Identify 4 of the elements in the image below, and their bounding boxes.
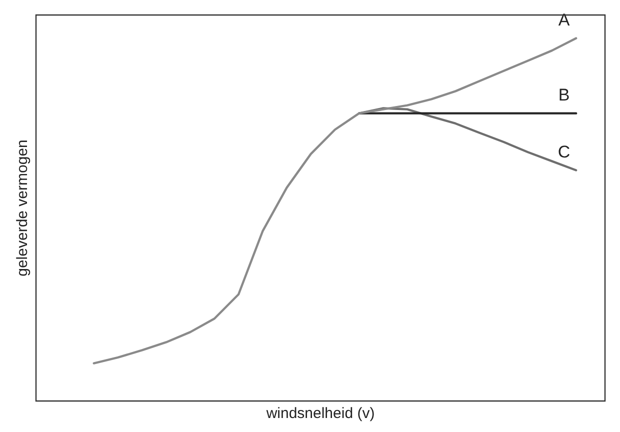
y-axis-title: geleverde vermogen <box>14 140 32 276</box>
series-label: B <box>558 86 570 104</box>
x-axis-title: windsnelheid (v) <box>265 405 375 422</box>
series-label: C <box>558 142 570 162</box>
